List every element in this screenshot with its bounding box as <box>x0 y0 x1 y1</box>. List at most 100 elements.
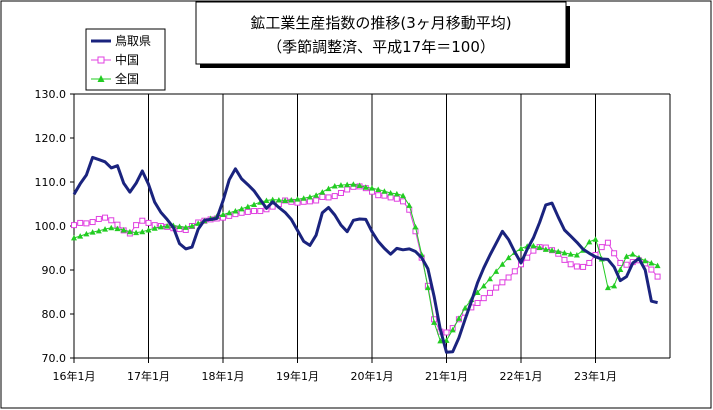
legend-label-tottori: 鳥取県 <box>115 33 151 48</box>
data-point <box>319 189 326 195</box>
data-point <box>648 266 655 273</box>
data-point <box>313 197 320 204</box>
data-point <box>580 263 587 270</box>
data-point <box>319 193 326 200</box>
y-axis: 130.0 120.0 110.0 100.0 90.0 80.0 70.0 <box>35 88 74 365</box>
data-point <box>499 279 506 286</box>
data-point <box>282 197 289 203</box>
data-point <box>424 284 431 291</box>
data-point <box>387 190 394 196</box>
data-point <box>331 182 338 189</box>
data-point <box>642 257 649 264</box>
y-tick-label: 110.0 <box>35 176 67 189</box>
data-point <box>561 256 568 263</box>
legend-label-chugoku: 中国 <box>115 52 139 67</box>
x-tick-label: 22年1月 <box>500 369 543 383</box>
data-point <box>337 182 344 188</box>
data-point <box>604 239 611 246</box>
data-point <box>77 219 84 226</box>
data-point <box>486 275 493 282</box>
chart-title: 鉱工業生産指数の推移(3ヶ月移動平均) <box>250 14 511 32</box>
data-point <box>648 259 655 266</box>
data-point <box>406 202 413 208</box>
data-point <box>89 229 96 235</box>
data-point <box>623 261 630 268</box>
data-point <box>499 261 506 267</box>
x-tick-label: 19年1月 <box>276 369 319 383</box>
data-point <box>182 224 189 230</box>
y-tick-label: 90.0 <box>42 264 67 277</box>
data-point <box>611 282 618 289</box>
data-point <box>462 304 469 311</box>
data-point <box>412 223 419 230</box>
data-point <box>337 190 344 196</box>
data-point <box>654 273 661 280</box>
data-point <box>275 197 282 203</box>
y-tick-label: 120.0 <box>35 132 67 145</box>
data-point <box>344 181 351 188</box>
data-point <box>350 181 357 187</box>
data-point <box>437 337 444 344</box>
data-point <box>126 228 133 235</box>
legend-marker-zenkoku <box>97 75 105 82</box>
data-point <box>139 228 146 235</box>
data-point <box>226 209 233 216</box>
data-point <box>400 192 407 199</box>
data-point <box>393 190 400 197</box>
data-point <box>71 234 77 241</box>
data-point <box>102 226 109 232</box>
data-point <box>480 295 487 302</box>
data-point <box>313 192 320 198</box>
data-point <box>598 244 605 251</box>
data-point <box>83 220 90 227</box>
data-point <box>220 211 226 218</box>
data-point <box>133 222 140 229</box>
data-point <box>555 248 562 255</box>
data-point <box>623 253 630 259</box>
legend-label-zenkoku: 全国 <box>115 71 139 86</box>
data-point <box>542 246 549 252</box>
x-tick-label: 20年1月 <box>351 369 394 383</box>
data-point <box>381 188 388 194</box>
x-tick-label: 21年1月 <box>425 369 468 383</box>
series-0 <box>72 155 658 354</box>
data-point <box>604 284 611 291</box>
data-point <box>493 284 500 291</box>
data-point <box>530 247 537 254</box>
data-point <box>288 197 295 203</box>
data-point <box>102 214 109 221</box>
data-point <box>586 238 593 245</box>
data-point <box>120 226 127 233</box>
data-point <box>449 326 456 333</box>
data-point <box>244 203 251 210</box>
data-point <box>505 274 512 281</box>
data-point <box>474 300 481 306</box>
data-point <box>369 185 375 191</box>
data-point <box>269 196 276 203</box>
data-point <box>455 315 462 321</box>
data-point <box>145 219 152 226</box>
data-point <box>139 217 146 224</box>
data-point <box>443 329 450 336</box>
data-point <box>375 186 382 192</box>
x-tick-label: 17年1月 <box>127 369 170 383</box>
data-point <box>387 194 394 201</box>
data-point <box>536 244 543 251</box>
data-point <box>511 268 518 275</box>
data-point <box>151 225 158 231</box>
data-point <box>108 224 115 231</box>
data-point <box>617 266 624 273</box>
data-point <box>400 198 407 205</box>
data-point <box>176 223 183 229</box>
data-point <box>133 229 140 236</box>
data-point <box>306 193 313 200</box>
data-point <box>300 195 307 201</box>
data-point <box>294 196 301 202</box>
data-point <box>375 192 382 199</box>
data-point <box>114 225 121 232</box>
data-point <box>573 252 580 258</box>
data-point <box>617 259 624 266</box>
data-point <box>654 262 661 269</box>
data-point <box>486 289 493 296</box>
